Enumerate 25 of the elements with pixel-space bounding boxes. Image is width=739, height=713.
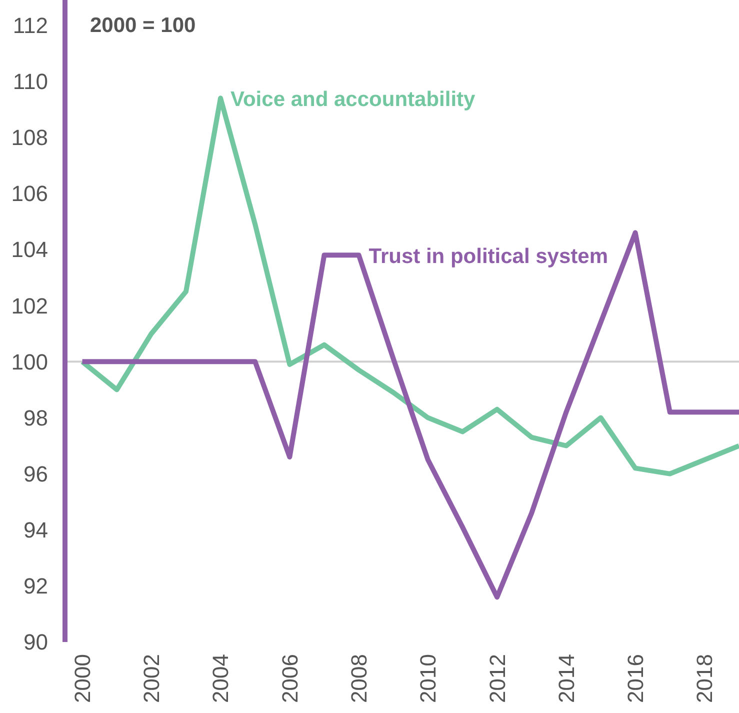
x-tick-label: 2014: [554, 654, 579, 703]
y-tick-label: 96: [24, 461, 48, 486]
y-tick-label: 100: [11, 349, 48, 374]
y-tick-label: 94: [24, 518, 48, 543]
x-tick-label: 2006: [277, 654, 302, 703]
y-tick-label: 92: [24, 574, 48, 599]
x-tick-label: 2002: [139, 654, 164, 703]
x-tick-label: 2018: [692, 654, 718, 703]
x-tick-label: 2000: [70, 654, 95, 703]
series-label: Trust in political system: [368, 245, 608, 268]
y-tick-label: 112: [12, 12, 48, 38]
y-tick-label: 104: [11, 237, 48, 262]
y-tick-label: 106: [11, 181, 48, 206]
y-tick-label: 90: [24, 630, 48, 655]
y-tick-label: 98: [24, 405, 48, 430]
series-label: Voice and accountability: [230, 88, 476, 112]
annotation: 2000 = 100: [90, 14, 196, 37]
x-tick-label: 2008: [346, 654, 372, 703]
y-tick-label: 102: [11, 293, 48, 318]
x-tick-label: 2004: [208, 654, 234, 703]
y-tick-label: 108: [11, 125, 48, 150]
x-tick-label: 2012: [484, 654, 510, 703]
y-tick-label: 110: [12, 69, 48, 94]
x-tick-label: 2016: [623, 654, 648, 703]
x-tick-label: 2010: [416, 654, 441, 703]
